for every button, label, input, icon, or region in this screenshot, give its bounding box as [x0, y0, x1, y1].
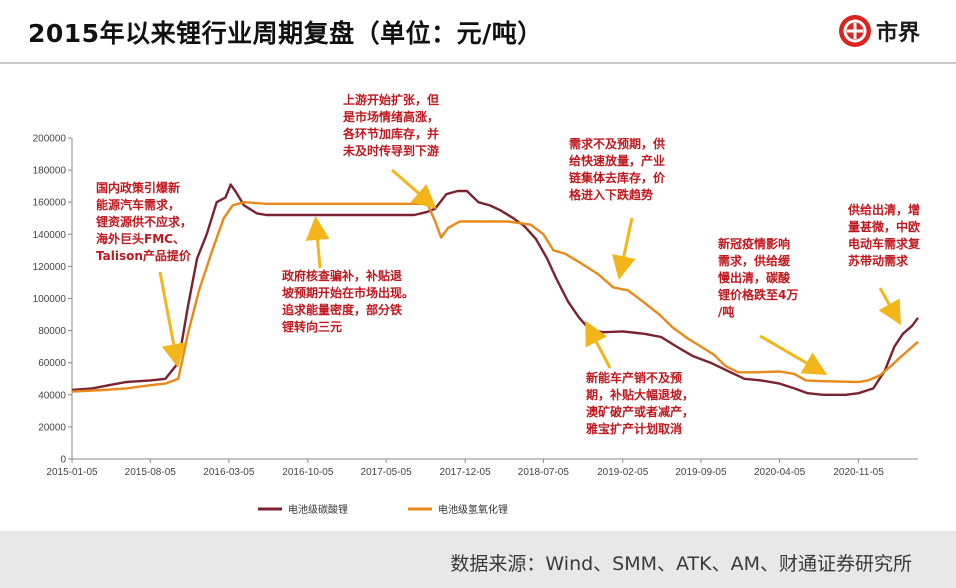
series-line-lithium-carbonate: [71, 183, 919, 396]
x-tick-label: 2019-02-05: [597, 467, 649, 478]
series-line-lithium-hydroxide: [71, 201, 919, 393]
title-divider: [0, 62, 956, 64]
annotation-line: 需求，供给缓: [718, 254, 791, 268]
chart-legend: 电池级碳酸锂 电池级氢氧化锂: [258, 503, 508, 516]
legend-label: 电池级碳酸锂: [288, 503, 348, 516]
annotation-a1: 国内政策引爆新 能源汽车需求， 锂资源供不应求， 海外巨头FMC、 Talison产品提…: [96, 180, 192, 265]
annotation-line: 上游开始扩张，但: [343, 93, 440, 107]
y-tick-label: 160000: [33, 198, 67, 209]
annotation-arrow: [391, 168, 437, 209]
annotation-line: 能源汽车需求，: [96, 198, 181, 212]
x-tick-label: 2018-07-05: [518, 467, 570, 478]
logo-icon: [838, 15, 871, 47]
annotation-arrow: [158, 271, 186, 368]
legend-label: 电池级氢氧化锂: [438, 503, 508, 516]
annotation-line: Talison产品提价: [96, 249, 191, 263]
annotation-line: 坡预期开始在市场出现。: [282, 286, 415, 300]
x-tick-label: 2016-10-05: [282, 467, 334, 478]
annotation-line: 雅宝扩产计划取消: [586, 422, 683, 436]
x-tick-label: 2017-05-05: [361, 467, 413, 478]
y-tick-label: 180000: [33, 166, 67, 177]
annotation-arrow: [305, 216, 330, 269]
annotation-line: 新能车产销不及预: [586, 371, 683, 385]
annotation-line: /吨: [718, 305, 735, 319]
x-tick-label: 2019-09-05: [675, 467, 727, 478]
annotation-line: 量甚微，中欧: [848, 220, 921, 234]
annotation-a3: 上游开始扩张，但 是市场情绪高涨， 各环节加库存，并 未及时传导到下游: [343, 92, 439, 160]
x-tick-label: 2015-08-05: [125, 467, 177, 478]
x-axis-ticks: 2015-01-05 2015-08-05 2016-03-05 2016-10-05…: [46, 459, 884, 478]
annotation-a6: 新冠疫情影响 需求，供给缓 慢出清，碳酸 锂价格跌至4万/吨: [718, 236, 798, 321]
annotation-a4: 需求不及预期，供 给快速放量，产业 链集体去库存，价 格进入下跌趋势: [569, 136, 665, 204]
annotation-line: 新冠疫情影响: [718, 237, 791, 251]
annotation-line: 各环节加库存，并: [343, 127, 440, 141]
x-tick-label: 2020-04-05: [754, 467, 806, 478]
annotation-line: 链集体去库存，价: [569, 171, 666, 185]
y-tick-label: 40000: [38, 390, 66, 401]
annotation-line: 澳矿破产或者减产，: [586, 405, 695, 419]
logo-text: 市界: [875, 21, 920, 46]
annotation-line: 未及时传导到下游: [343, 144, 440, 158]
annotation-line: 慢出清，碳酸: [718, 271, 791, 285]
annotation-arrow: [585, 320, 612, 369]
annotation-line: 期，补贴大幅退坡，: [586, 388, 695, 402]
y-tick-label: 60000: [38, 358, 66, 369]
annotation-line: 国内政策引爆新: [96, 181, 181, 195]
y-tick-label: 120000: [33, 262, 67, 273]
logo: 市界: [838, 14, 920, 48]
annotation-line: 追求能量密度，部分铁: [282, 303, 403, 317]
annotation-line: 锂转向三元: [282, 320, 343, 334]
x-tick-label: 2017-12-05: [440, 467, 492, 478]
annotation-arrow: [759, 334, 828, 376]
annotation-line: 电动车需求复: [848, 237, 921, 251]
annotation-line: 锂价格跌至4万: [718, 288, 799, 302]
y-tick-label: 140000: [33, 230, 67, 241]
annotation-line: 海外巨头FMC、: [96, 232, 185, 246]
annotation-line: 需求不及预期，供: [569, 137, 666, 151]
x-tick-label: 2015-01-05: [46, 467, 98, 478]
annotation-a7: 供给出清，增 量甚微，中欧 电动车需求复 苏带动需求: [848, 202, 920, 270]
page-title: 2015年以来锂行业周期复盘（单位：元/吨）: [28, 19, 543, 48]
annotation-a2: 政府核查骗补，补贴退 坡预期开始在市场出现。 追求能量密度，部分铁 锂转向三元: [282, 268, 414, 336]
y-axis-ticks: 0 20000 40000 60000 80000 100000 120000 140000 1…: [33, 134, 72, 466]
y-tick-label: 100000: [33, 294, 67, 305]
annotation-line: 供给出清，增: [848, 203, 921, 217]
lithium-price-chart: 0 20000 40000 60000 80000 100000 120000 140000 1…: [33, 134, 919, 516]
series-layer: [71, 183, 919, 396]
annotation-line: 锂资源供不应求，: [96, 215, 193, 229]
annotation-line: 政府核查骗补，补贴退: [282, 269, 403, 283]
annotation-arrow: [878, 287, 901, 326]
y-tick-label: 200000: [33, 134, 67, 145]
x-tick-label: 2020-11-05: [833, 467, 884, 478]
footer: 数据来源：Wind、SMM、ATK、AM、财通证券研究所: [0, 531, 956, 588]
annotation-a5: 新能车产销不及预 期，补贴大幅退坡， 澳矿破产或者减产， 雅宝扩产计划取消: [586, 370, 694, 438]
annotation-arrows: [158, 168, 901, 376]
annotation-line: 苏带动需求: [848, 254, 909, 268]
data-source: 数据来源：Wind、SMM、ATK、AM、财通证券研究所: [450, 553, 912, 575]
annotation-arrow: [612, 217, 636, 280]
y-tick-label: 80000: [38, 326, 66, 337]
y-tick-label: 20000: [38, 422, 66, 433]
annotation-line: 是市场情绪高涨，: [343, 110, 440, 124]
annotation-line: 给快速放量，产业: [569, 154, 666, 168]
title-bar: 2015年以来锂行业周期复盘（单位：元/吨） 市界: [0, 0, 956, 62]
x-tick-label: 2016-03-05: [203, 467, 255, 478]
annotation-line: 格进入下跌趋势: [569, 188, 654, 202]
y-tick-label: 0: [60, 455, 66, 466]
